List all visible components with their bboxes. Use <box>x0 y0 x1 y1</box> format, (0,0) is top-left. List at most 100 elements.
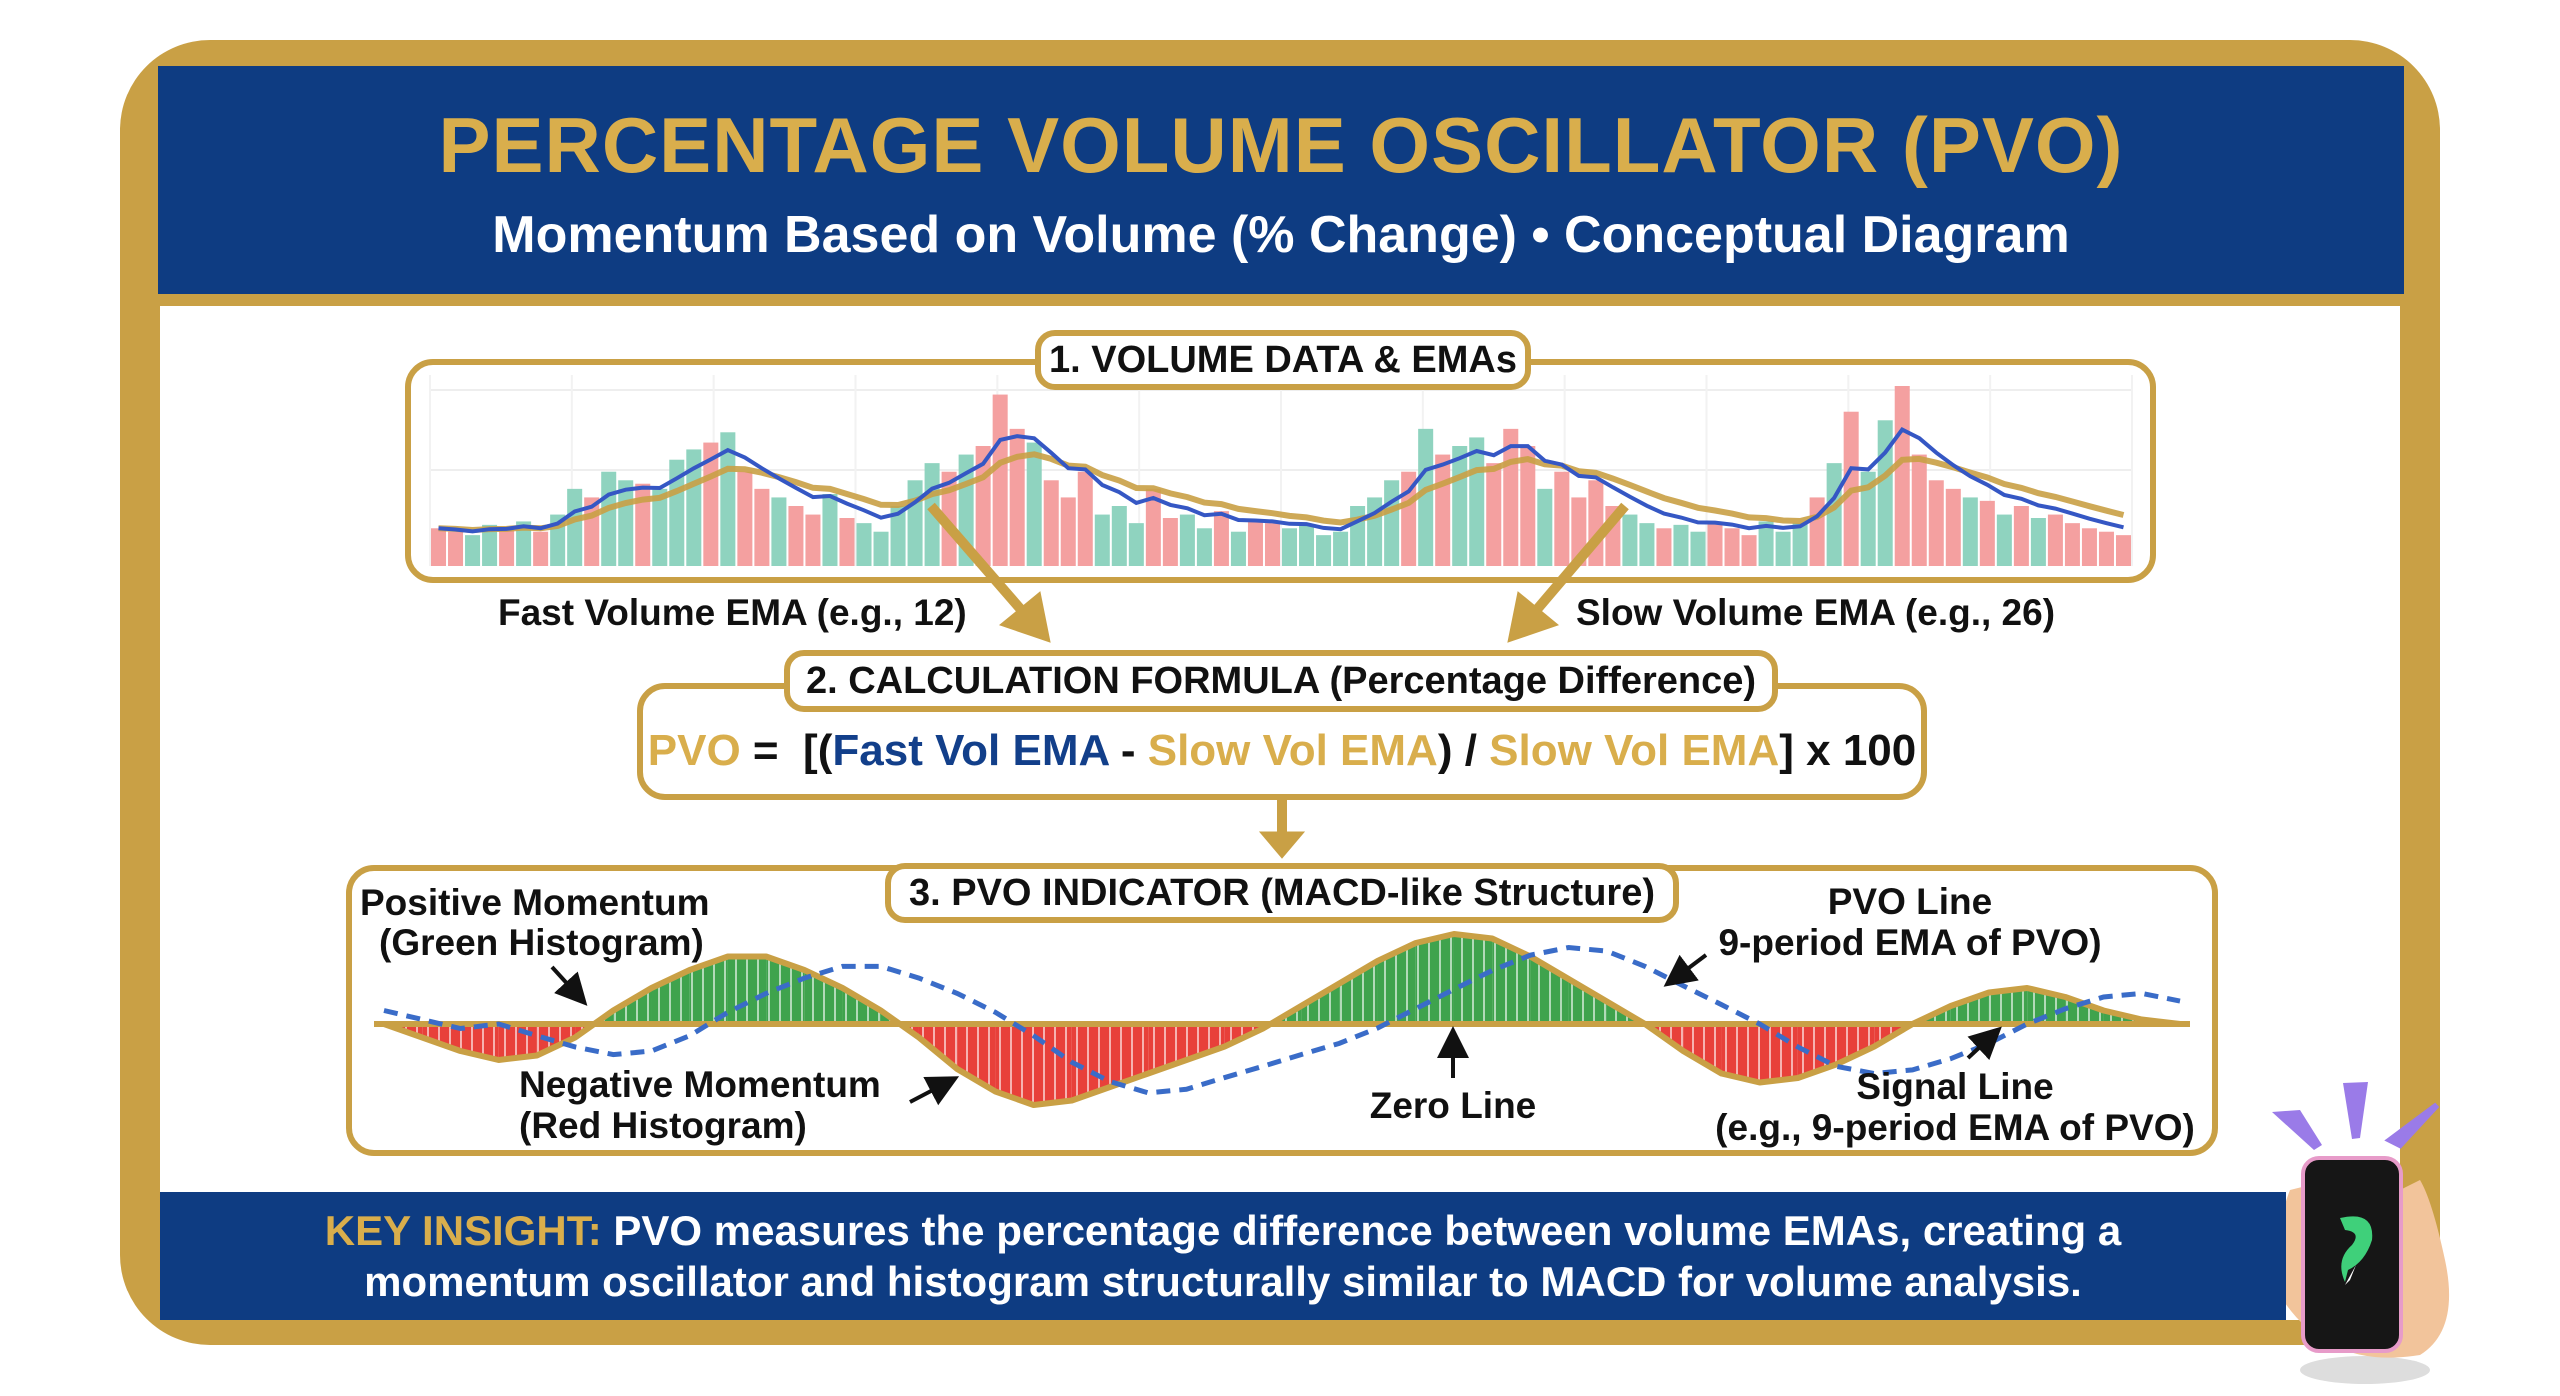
volume-bar <box>1622 514 1638 566</box>
volume-bar <box>839 518 855 566</box>
negative-label-1: Negative Momentum <box>519 1064 881 1105</box>
histogram-segment <box>2065 997 2104 1024</box>
volume-bar <box>2047 514 2063 566</box>
volume-bar <box>992 394 1008 566</box>
volume-bar <box>1060 497 1076 566</box>
histogram-segment <box>1339 961 1378 1024</box>
volume-bar <box>1094 514 1110 566</box>
volume-bar <box>788 506 804 566</box>
volume-bar <box>873 531 889 566</box>
volume-bar <box>1775 531 1791 566</box>
volume-bar <box>1928 480 1944 566</box>
section3-label: 3. PVO INDICATOR (MACD-like Structure) <box>885 863 1679 923</box>
volume-bar <box>890 506 906 566</box>
volume-bar <box>635 483 651 566</box>
positive-arrow <box>550 965 588 1006</box>
histogram-segment <box>1797 1024 1837 1078</box>
volume-bar <box>1350 506 1366 566</box>
volume-bar <box>1145 488 1161 566</box>
volume-bar <box>737 471 753 566</box>
slow-ema-line <box>438 451 2125 534</box>
volume-bar <box>1554 471 1570 566</box>
volume-bar <box>601 471 617 566</box>
histogram-segment <box>689 956 728 1024</box>
positive-label-2: (Green Histogram) <box>379 922 704 963</box>
volume-bar <box>771 497 787 566</box>
volume-bar <box>1758 521 1774 566</box>
volume-bar <box>1639 523 1655 566</box>
fast-ema-line <box>438 427 2124 534</box>
formula-minus: - <box>1108 726 1148 775</box>
slow-ema-label: Slow Volume EMA (e.g., 26) <box>1576 592 2056 633</box>
volume-bar <box>1469 437 1485 566</box>
volume-bar <box>1230 531 1246 566</box>
formula-slow-2: Slow Vol EMA <box>1489 726 1780 775</box>
slow-arrow-head <box>1507 591 1560 643</box>
volume-bar <box>1962 497 1978 566</box>
volume-bar <box>1724 528 1740 566</box>
volume-bar <box>1894 386 1910 566</box>
pvo-formula: PVO = [(Fast Vol EMA - Slow Vol EMA) / S… <box>637 726 1927 776</box>
volume-bar <box>652 488 668 566</box>
volume-bar <box>1435 454 1451 566</box>
formula-tail: ] x 100 <box>1779 726 1917 775</box>
histogram-segment <box>1415 934 1454 1024</box>
histogram-segment <box>422 1024 461 1051</box>
formula-div: ) / <box>1437 726 1490 775</box>
volume-bar <box>1673 524 1689 566</box>
signal-line-label-2: (e.g., 9-period EMA of PVO) <box>1715 1107 2195 1148</box>
volume-bar <box>1009 428 1025 566</box>
volume-bar <box>1128 523 1144 566</box>
volume-bar <box>2081 528 2097 566</box>
formula-eq: = [( <box>740 726 833 775</box>
histogram-segment <box>1110 1024 1149 1087</box>
volume-bar <box>482 524 498 566</box>
slow-arrow <box>1524 502 1629 624</box>
volume-bar <box>1264 523 1280 566</box>
volume-bar <box>856 523 872 566</box>
volume-bar <box>533 531 549 566</box>
key-insight-line2: momentum oscillator and histogram struct… <box>364 1258 2082 1305</box>
volume-bar <box>567 488 583 566</box>
header-divider <box>158 294 2404 306</box>
volume-bar <box>1537 488 1553 566</box>
volume-bar <box>1316 535 1332 566</box>
volume-bar <box>1911 454 1927 566</box>
pvo-line <box>383 931 2181 1108</box>
volume-bar <box>1792 523 1808 566</box>
volume-bar <box>941 471 957 566</box>
volume-bar <box>2115 535 2131 566</box>
volume-bar <box>1656 528 1672 566</box>
negative-label-2: (Red Histogram) <box>519 1105 807 1146</box>
histogram-segment <box>995 1024 1034 1105</box>
flow-arrows <box>927 502 1629 859</box>
volume-bar <box>2030 518 2046 566</box>
histogram-segment <box>1071 1024 1111 1101</box>
volume-bar <box>1979 500 1995 566</box>
volume-bar <box>516 521 532 566</box>
signal-arrow <box>1966 1026 2002 1061</box>
volume-bar <box>2013 506 2029 566</box>
volume-bar <box>1860 471 1876 566</box>
fast-ema-label: Fast Volume EMA (e.g., 12) <box>498 592 967 633</box>
volume-bar <box>431 528 447 566</box>
volume-bar <box>1418 428 1434 566</box>
volume-bar <box>1384 480 1400 566</box>
volume-bar <box>1282 528 1298 566</box>
section2-label: 2. CALCULATION FORMULA (Percentage Diffe… <box>784 650 1778 712</box>
volume-bar <box>1996 514 2012 566</box>
volume-bar <box>1213 511 1229 566</box>
volume-bar <box>805 514 821 566</box>
volume-bar <box>1179 514 1195 566</box>
volume-bar <box>1333 531 1349 566</box>
volume-bar <box>822 494 838 566</box>
volume-bar <box>1026 442 1042 566</box>
volume-bar <box>2064 523 2080 566</box>
volume-bar <box>1741 535 1757 566</box>
histogram-segment <box>1721 1024 1760 1083</box>
volume-bar <box>1247 521 1263 566</box>
formula-fast: Fast Vol EMA <box>832 726 1109 775</box>
key-insight-banner: KEY INSIGHT: PVO measures the percentage… <box>160 1192 2286 1320</box>
page-subtitle: Momentum Based on Volume (% Change) • Co… <box>492 206 2070 264</box>
volume-bar <box>1196 528 1212 566</box>
